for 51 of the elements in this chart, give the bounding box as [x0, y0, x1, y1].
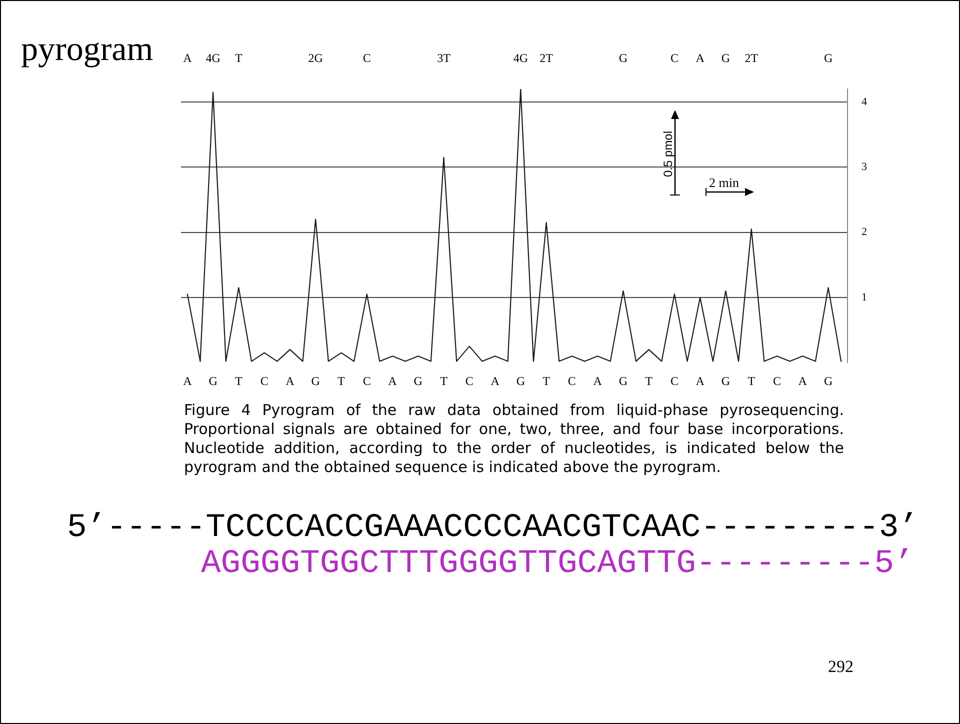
data-label: A — [183, 51, 192, 66]
data-label: 2G — [308, 51, 324, 66]
x-tick-label: C — [465, 374, 474, 388]
x-tick-label: A — [286, 374, 295, 388]
data-label: C — [670, 51, 678, 66]
data-label: G — [618, 51, 628, 66]
data-label: 3T — [437, 51, 452, 66]
x-tick-label: C — [260, 374, 268, 388]
x-tick-label: G — [311, 374, 320, 388]
x-tick-label: T — [645, 374, 654, 388]
x-tick-label: G — [208, 374, 218, 388]
chart-title: pyrogram — [21, 31, 154, 69]
x-tick-label: C — [568, 374, 576, 388]
annotation: 2 min — [709, 175, 739, 191]
x-tick-label: A — [798, 374, 808, 388]
text: 292 — [828, 657, 854, 677]
text: 5’-----TCCCCACCGAAACCCCAACGTCAAC---------3’ — [67, 509, 919, 546]
x-tick-label: T — [748, 374, 756, 388]
x-tick-label: A — [696, 374, 705, 388]
data-label: G — [824, 51, 833, 66]
annotation: 0.5 pmol — [661, 130, 675, 177]
x-tick-label: A — [388, 374, 398, 388]
x-tick-label: G — [516, 374, 526, 388]
x-tick-label: A — [183, 374, 192, 388]
data-label: 2T — [540, 51, 554, 66]
data-label: A — [696, 51, 705, 66]
x-tick-label: C — [362, 374, 371, 388]
y-tick-label: 4 — [862, 96, 868, 108]
x-tick-label: A — [490, 374, 500, 388]
x-tick-label: A — [593, 374, 602, 388]
data-label: G — [721, 51, 730, 66]
x-tick-label: T — [235, 374, 244, 388]
y-tick-label: 2 — [862, 226, 867, 238]
x-tick-label: C — [772, 374, 782, 388]
data-label: C — [362, 51, 371, 66]
x-tick-label: G — [824, 374, 833, 388]
x-tick-label: G — [414, 374, 423, 388]
data-label: 4G — [206, 51, 221, 66]
x-tick-label: T — [440, 374, 448, 388]
data-label: T — [235, 51, 244, 66]
x-tick-label: C — [670, 374, 678, 388]
data-label: 2T — [744, 51, 759, 66]
y-tick-label: 3 — [862, 161, 868, 174]
x-tick-label: G — [721, 374, 730, 388]
caption: Figure 4 Pyrogram of the raw data obtained from liquid-phase pyrosequencing. Proportional signals are obtained for one, two, three, and four base incorporations. Nucleotide addition, according to the order of nucleotides, is indicated below the pyrogram and the obtained sequence is indicated above the pyrogram. — [184, 401, 844, 477]
text: AGGGGTGGCTTTGGGGTTGCAGTTG---------5’ — [201, 545, 914, 582]
y-tick-label: 1 — [862, 291, 867, 304]
data-label: 4G — [513, 51, 528, 66]
x-tick-label: G — [618, 374, 628, 388]
x-tick-label: T — [542, 374, 551, 388]
x-tick-label: T — [338, 374, 346, 388]
